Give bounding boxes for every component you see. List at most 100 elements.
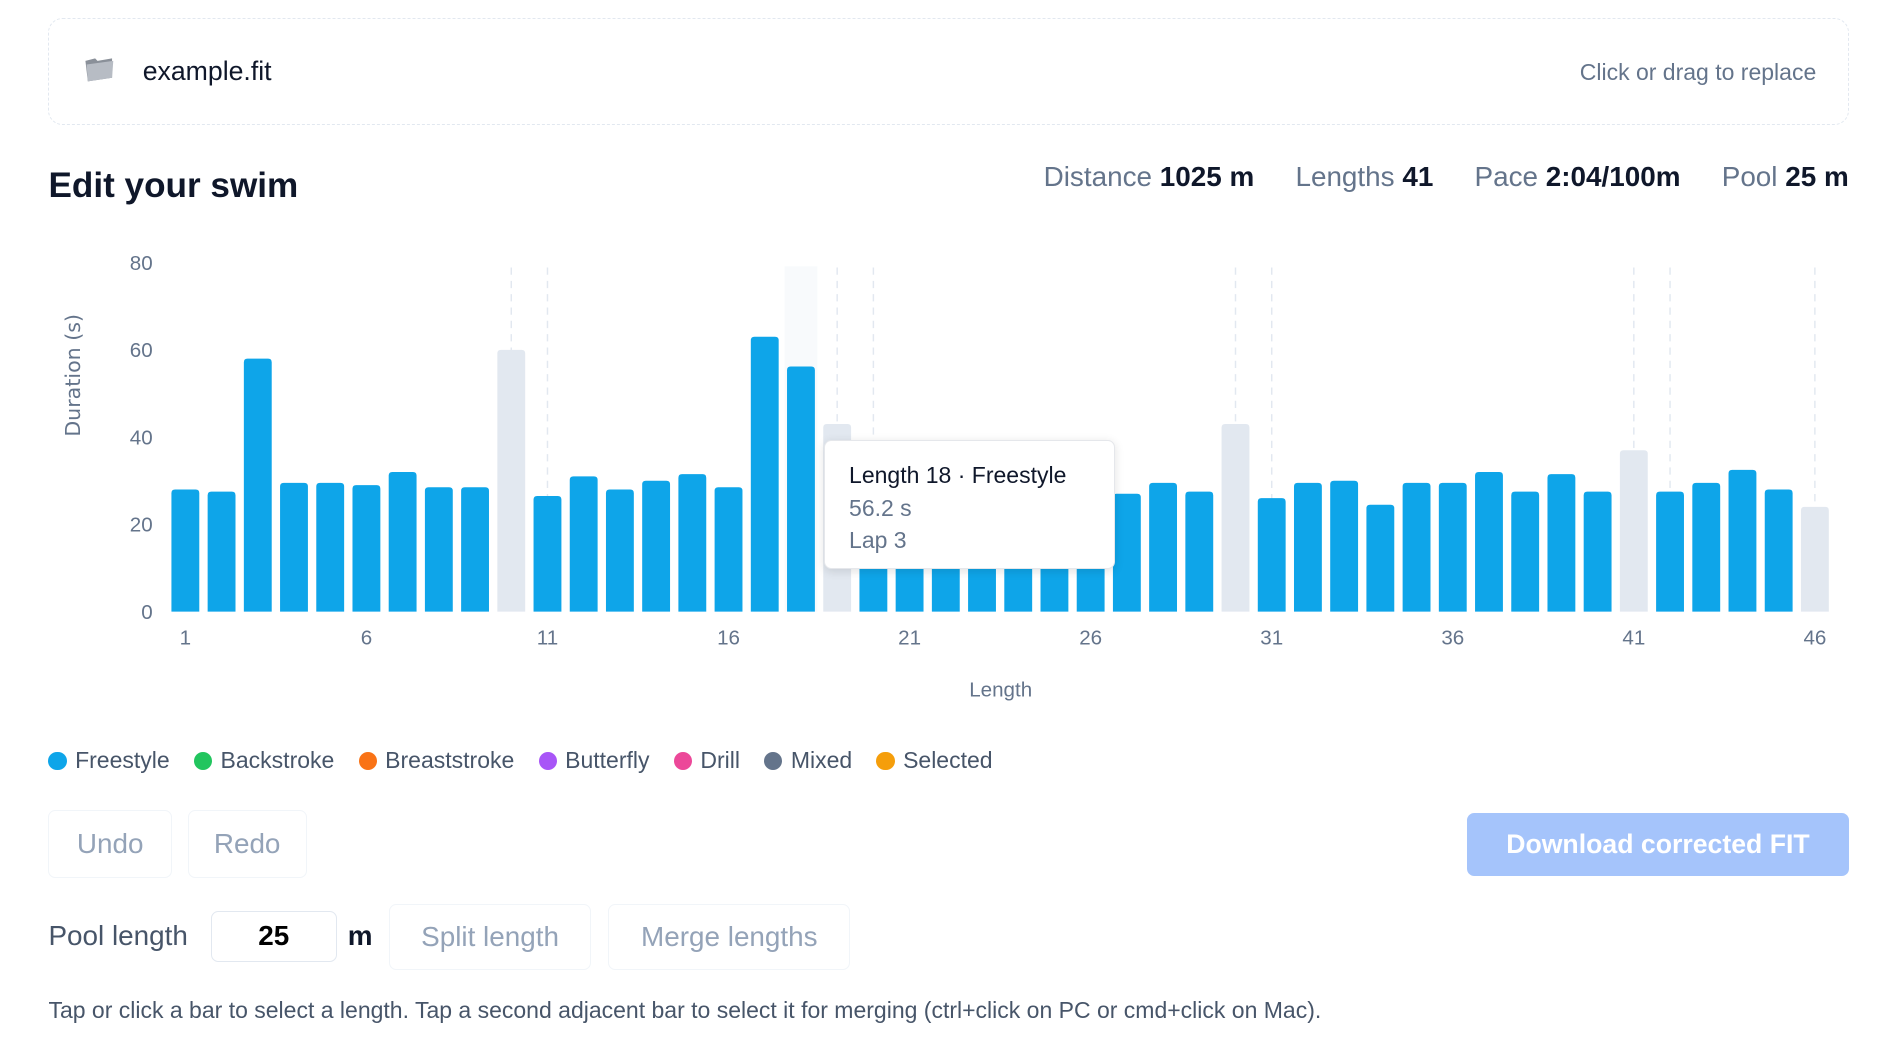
bar-length-36[interactable]: [1438, 483, 1467, 612]
folder-icon: [85, 57, 114, 81]
bar-length-43[interactable]: [1692, 483, 1721, 612]
stat-distance: Distance 1025 m: [1043, 161, 1255, 193]
stats-summary: Distance 1025 m Lengths 41 Pace 2:04/100…: [1044, 161, 1849, 193]
tooltip-lap: Lap 3: [849, 527, 907, 554]
bar-length-46[interactable]: [1800, 507, 1829, 612]
legend-swatch: [876, 751, 895, 771]
bar-length-35[interactable]: [1402, 483, 1431, 612]
legend-item-backstroke: Backstroke: [193, 747, 334, 774]
x-tick-label: 6: [361, 627, 372, 650]
x-tick-label: 11: [537, 627, 558, 650]
x-tick-label: 21: [898, 627, 921, 650]
bar-length-39[interactable]: [1547, 474, 1576, 612]
legend-label: Drill: [700, 747, 740, 774]
bar-length-12[interactable]: [569, 476, 598, 612]
pool-length-label: Pool length: [48, 919, 188, 951]
bar-length-9[interactable]: [461, 487, 489, 612]
bar-length-7[interactable]: [388, 472, 417, 612]
help-text: Tap or click a bar to select a length. T…: [48, 997, 1322, 1024]
x-tick-label: 1: [180, 627, 191, 650]
bar-length-17[interactable]: [750, 337, 779, 612]
legend-swatch: [48, 751, 67, 771]
legend-item-selected: Selected: [876, 747, 993, 774]
legend-swatch: [193, 751, 213, 771]
split-length-button[interactable]: Split length: [388, 903, 592, 971]
bar-length-13[interactable]: [605, 489, 634, 612]
bar-tooltip: Length 18 · Freestyle 56.2 s Lap 3: [823, 439, 1115, 570]
bar-length-34[interactable]: [1366, 504, 1395, 612]
legend-item-butterfly: Butterfly: [538, 747, 650, 774]
bar-length-30[interactable]: [1221, 424, 1250, 612]
bar-length-28[interactable]: [1149, 483, 1178, 612]
bar-length-38[interactable]: [1511, 491, 1540, 612]
stat-lengths: Lengths 41: [1295, 161, 1434, 193]
legend-swatch: [673, 751, 692, 771]
bar-length-4[interactable]: [280, 483, 308, 612]
y-tick-label: 40: [130, 427, 153, 450]
y-tick-label: 60: [130, 339, 153, 362]
bar-length-3[interactable]: [243, 358, 272, 612]
file-name: example.fit: [142, 55, 272, 86]
page-title: Edit your swim: [48, 165, 299, 205]
x-tick-label: 41: [1622, 627, 1645, 650]
y-tick-label: 80: [130, 252, 153, 275]
bar-length-41[interactable]: [1619, 450, 1648, 612]
tooltip-duration: 56.2 s: [849, 494, 912, 521]
bar-length-29[interactable]: [1185, 491, 1214, 612]
legend-item-drill: Drill: [673, 747, 740, 774]
legend-swatch: [538, 751, 557, 771]
bar-length-27[interactable]: [1112, 494, 1141, 612]
legend-label: Freestyle: [75, 747, 170, 774]
bar-length-11[interactable]: [533, 496, 562, 612]
bar-length-42[interactable]: [1656, 491, 1684, 612]
bar-length-15[interactable]: [678, 474, 707, 612]
bar-length-5[interactable]: [316, 483, 345, 612]
x-tick-label: 31: [1260, 627, 1283, 650]
bar-length-31[interactable]: [1257, 498, 1286, 612]
x-tick-label: 46: [1803, 627, 1826, 650]
stat-pace: Pace 2:04/100m: [1474, 161, 1681, 193]
stat-pool: Pool 25 m: [1721, 161, 1849, 193]
bar-length-18[interactable]: [787, 366, 815, 612]
y-axis-label: Duration (s): [61, 314, 85, 437]
file-dropzone[interactable]: example.fit Click or drag to replace: [48, 18, 1849, 125]
legend-swatch: [764, 751, 783, 771]
bar-length-32[interactable]: [1293, 483, 1322, 612]
bar-length-6[interactable]: [352, 485, 381, 612]
legend-label: Butterfly: [565, 747, 650, 774]
bar-length-10[interactable]: [497, 350, 526, 612]
bar-length-14[interactable]: [642, 480, 671, 612]
bar-length-45[interactable]: [1764, 489, 1793, 612]
bar-length-44[interactable]: [1728, 470, 1757, 612]
undo-button[interactable]: Undo: [48, 810, 173, 879]
x-tick-label: 26: [1079, 627, 1102, 650]
pool-length-input[interactable]: [210, 911, 337, 962]
x-axis-label: Length: [969, 679, 1032, 702]
tooltip-title: Length 18 · Freestyle: [849, 461, 1067, 488]
x-tick-label: 16: [717, 627, 740, 650]
download-button[interactable]: Download corrected FIT: [1467, 812, 1849, 876]
legend-item-freestyle: Freestyle: [48, 747, 170, 774]
merge-lengths-button[interactable]: Merge lengths: [608, 903, 851, 971]
bar-length-33[interactable]: [1330, 480, 1359, 612]
bar-length-8[interactable]: [424, 487, 453, 612]
bar-length-40[interactable]: [1583, 491, 1612, 612]
legend: Freestyle Backstroke Breaststroke Butterfly…: [48, 747, 993, 774]
redo-button[interactable]: Redo: [187, 810, 307, 879]
x-tick-label: 36: [1441, 627, 1464, 650]
bar-length-1[interactable]: [171, 489, 200, 612]
y-tick-label: 20: [130, 514, 153, 537]
y-tick-label: 0: [141, 601, 152, 624]
bar-length-37[interactable]: [1475, 472, 1503, 612]
bar-length-16[interactable]: [714, 487, 743, 612]
legend-swatch: [358, 751, 377, 771]
legend-label: Mixed: [790, 747, 853, 774]
legend-label: Breaststroke: [385, 747, 515, 774]
legend-item-breaststroke: Breaststroke: [358, 747, 515, 774]
legend-item-mixed: Mixed: [764, 747, 852, 774]
pool-length-unit: m: [347, 919, 373, 951]
replace-hint: Click or drag to replace: [1579, 59, 1817, 86]
bar-length-2[interactable]: [207, 491, 236, 612]
